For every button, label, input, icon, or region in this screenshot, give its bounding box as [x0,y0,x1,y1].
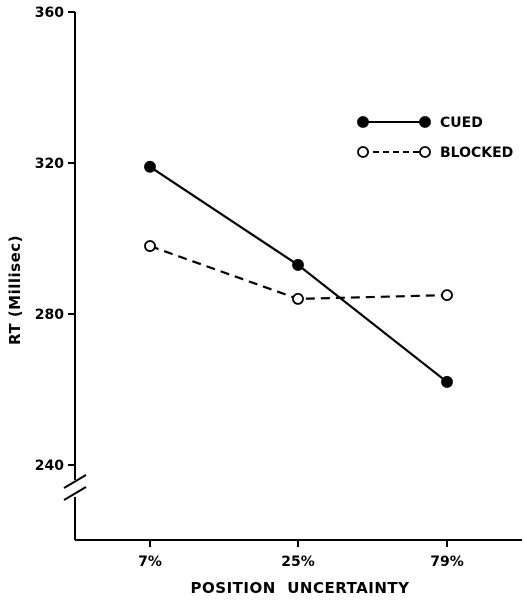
y-tick-label: 320 [35,156,64,172]
series-layer [144,160,453,388]
legend-label-cued: CUED [440,115,483,131]
axis-break-mark-lower [63,486,87,501]
cued-point [441,376,453,388]
x-ticks: 7% 25% 79% [138,540,464,570]
legend-marker-cued [357,116,369,128]
x-tick-label: 79% [430,554,464,570]
y-ticks: 240 280 320 360 [35,5,75,474]
x-axis-title: POSITION UNCERTAINTY [191,579,411,597]
y-axis-title: RT (Millisec) [6,235,24,345]
blocked-point [441,289,453,302]
axes [63,12,522,541]
axis-break-mark-upper [63,474,87,489]
y-tick-label: 280 [35,307,64,323]
blocked-series-line [149,245,448,301]
legend-marker-blocked [419,146,431,158]
legend-label-blocked: BLOCKED [440,145,513,161]
legend: CUED BLOCKED [357,115,513,161]
y-tick-label: 240 [35,458,64,474]
legend-marker-blocked [357,146,369,158]
cued-point [144,160,156,173]
blocked-point [292,292,304,305]
x-tick-label: 7% [138,554,162,570]
blocked-point [144,240,156,252]
legend-marker-cued [419,116,431,128]
x-tick-label: 25% [281,554,315,570]
cued-point [292,259,304,271]
cued-series-line [149,165,448,383]
y-tick-label: 360 [35,5,64,21]
